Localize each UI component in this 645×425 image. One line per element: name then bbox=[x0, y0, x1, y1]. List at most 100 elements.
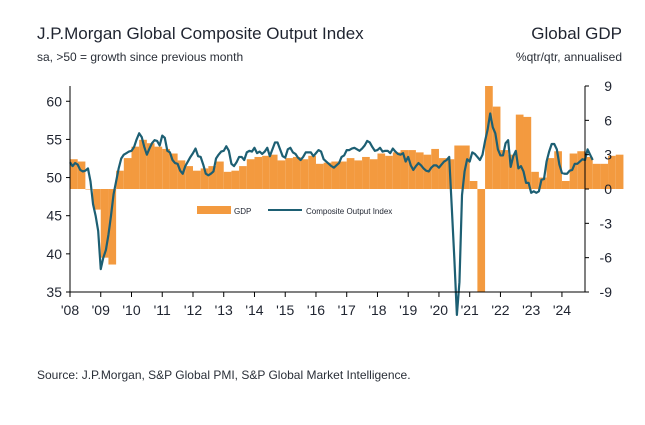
gdp-bar bbox=[323, 162, 332, 189]
right-axis-subtitle: %qtr/qtr, annualised bbox=[515, 50, 622, 64]
x-tick-label: '21 bbox=[461, 302, 479, 318]
gdp-bar bbox=[554, 151, 562, 189]
gdp-bar bbox=[208, 166, 217, 189]
left-tick-label: 50 bbox=[46, 170, 62, 186]
gdp-bar bbox=[592, 163, 601, 189]
gdp-bar bbox=[577, 151, 585, 189]
x-tick-label: '23 bbox=[522, 302, 540, 318]
right-tick-label: 0 bbox=[604, 181, 612, 197]
gdp-bar bbox=[385, 155, 393, 189]
gdp-bar bbox=[100, 189, 109, 258]
gdp-bar bbox=[123, 158, 132, 189]
gdp-bar bbox=[85, 189, 94, 190]
gdp-bar bbox=[70, 159, 78, 189]
gdp-bar bbox=[154, 146, 163, 189]
right-tick-label: -3 bbox=[600, 215, 613, 231]
gdp-bar bbox=[615, 154, 624, 189]
gdp-bar bbox=[277, 160, 286, 189]
gdp-bar bbox=[438, 158, 447, 189]
left-tick-label: 55 bbox=[46, 131, 62, 147]
gdp-bar bbox=[200, 168, 209, 189]
x-tick-label: '09 bbox=[92, 302, 110, 318]
gdp-bar bbox=[585, 156, 593, 189]
gdp-bar bbox=[331, 161, 340, 189]
gdp-bar bbox=[185, 166, 193, 189]
gdp-bar bbox=[169, 153, 178, 189]
x-tick-label: '24 bbox=[553, 302, 571, 318]
gdp-bar bbox=[254, 156, 263, 189]
legend-gdp-label: GDP bbox=[234, 207, 251, 216]
right-tick-label: 9 bbox=[604, 78, 612, 94]
x-tick-label: '13 bbox=[215, 302, 233, 318]
gdp-bar bbox=[131, 146, 140, 189]
gdp-bar bbox=[369, 159, 378, 189]
gdp-bar bbox=[246, 159, 255, 189]
gdp-bar bbox=[216, 161, 224, 189]
gdp-bar bbox=[454, 145, 463, 189]
gdp-bar bbox=[162, 148, 170, 189]
gdp-bar bbox=[192, 170, 201, 189]
gdp-bar bbox=[292, 156, 301, 189]
gdp-bar bbox=[146, 143, 155, 189]
x-tick-label: '10 bbox=[122, 302, 140, 318]
x-tick-label: '16 bbox=[307, 302, 325, 318]
x-tick-label: '17 bbox=[338, 302, 356, 318]
gdp-bar bbox=[538, 177, 547, 189]
gdp-bar bbox=[546, 158, 555, 189]
gdp-bar bbox=[431, 148, 439, 189]
chart-subtitle: sa, >50 = growth since previous month bbox=[37, 50, 244, 64]
x-tick-label: '12 bbox=[184, 302, 202, 318]
gdp-bar bbox=[300, 159, 309, 189]
x-tick-label: '19 bbox=[399, 302, 417, 318]
x-tick-label: '14 bbox=[245, 302, 263, 318]
gdp-bar bbox=[354, 160, 363, 189]
gdp-bar bbox=[523, 116, 532, 189]
gdp-bar bbox=[392, 152, 401, 189]
gdp-bar bbox=[139, 139, 147, 189]
gdp-bar bbox=[415, 152, 424, 189]
chart-title: J.P.Morgan Global Composite Output Index bbox=[37, 24, 364, 43]
left-tick-label: 60 bbox=[46, 93, 62, 109]
gdp-bar bbox=[339, 161, 347, 189]
gdp-bar bbox=[485, 86, 493, 189]
gdp-bar bbox=[116, 170, 124, 189]
gdp-bar bbox=[377, 153, 386, 189]
gdp-bar bbox=[500, 150, 509, 189]
gdp-bar bbox=[239, 166, 247, 189]
source-note: Source: J.P.Morgan, S&P Global PMI, S&P … bbox=[37, 368, 411, 382]
gdp-bar bbox=[608, 155, 616, 189]
gdp-bar bbox=[515, 114, 524, 189]
gdp-bar bbox=[508, 154, 516, 189]
gdp-bar bbox=[262, 155, 270, 189]
legend-gdp-swatch bbox=[197, 206, 231, 214]
gdp-bar bbox=[531, 171, 539, 189]
x-tick-label: '08 bbox=[61, 302, 79, 318]
gdp-bar bbox=[269, 154, 278, 189]
x-tick-label: '20 bbox=[430, 302, 448, 318]
x-tick-label: '11 bbox=[154, 302, 171, 318]
left-tick-label: 35 bbox=[46, 284, 62, 300]
gdp-bar bbox=[108, 189, 117, 265]
gdp-bar bbox=[315, 163, 324, 189]
right-tick-label: -6 bbox=[600, 250, 613, 266]
gdp-bar bbox=[93, 189, 101, 210]
composite-output-line bbox=[69, 112, 594, 316]
right-axis-title: Global GDP bbox=[531, 24, 622, 43]
right-tick-label: 3 bbox=[604, 147, 612, 163]
gdp-bars bbox=[70, 86, 624, 292]
gdp-bar bbox=[177, 160, 186, 189]
gdp-bar bbox=[469, 180, 478, 189]
left-tick-label: 40 bbox=[46, 246, 62, 262]
gdp-bar bbox=[600, 163, 609, 189]
gdp-bar bbox=[346, 158, 355, 189]
gdp-bar bbox=[77, 161, 86, 189]
gdp-bar bbox=[569, 153, 578, 189]
x-tick-label: '18 bbox=[368, 302, 386, 318]
gdp-bar bbox=[285, 158, 293, 189]
right-tick-label: -9 bbox=[600, 284, 613, 300]
x-tick-label: '22 bbox=[491, 302, 509, 318]
gdp-bar bbox=[223, 171, 232, 189]
gdp-bar bbox=[400, 150, 409, 189]
